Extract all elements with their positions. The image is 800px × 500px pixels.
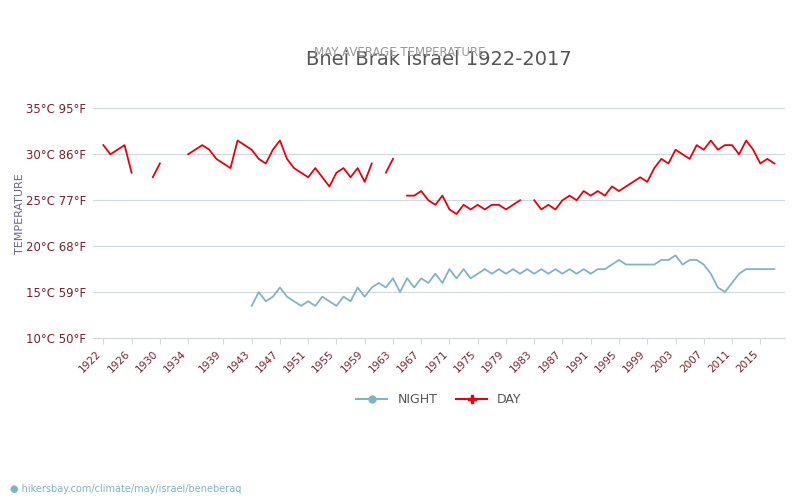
Y-axis label: TEMPERATURE: TEMPERATURE xyxy=(15,174,25,254)
Title: Bnei Brak Israel 1922-2017: Bnei Brak Israel 1922-2017 xyxy=(306,50,572,69)
Legend: NIGHT, DAY: NIGHT, DAY xyxy=(351,388,526,411)
Text: MAY AVERAGE TEMPERATURE: MAY AVERAGE TEMPERATURE xyxy=(314,46,486,59)
Text: ● hikersbay.com/climate/may/israel/beneberaq: ● hikersbay.com/climate/may/israel/beneb… xyxy=(10,484,241,494)
